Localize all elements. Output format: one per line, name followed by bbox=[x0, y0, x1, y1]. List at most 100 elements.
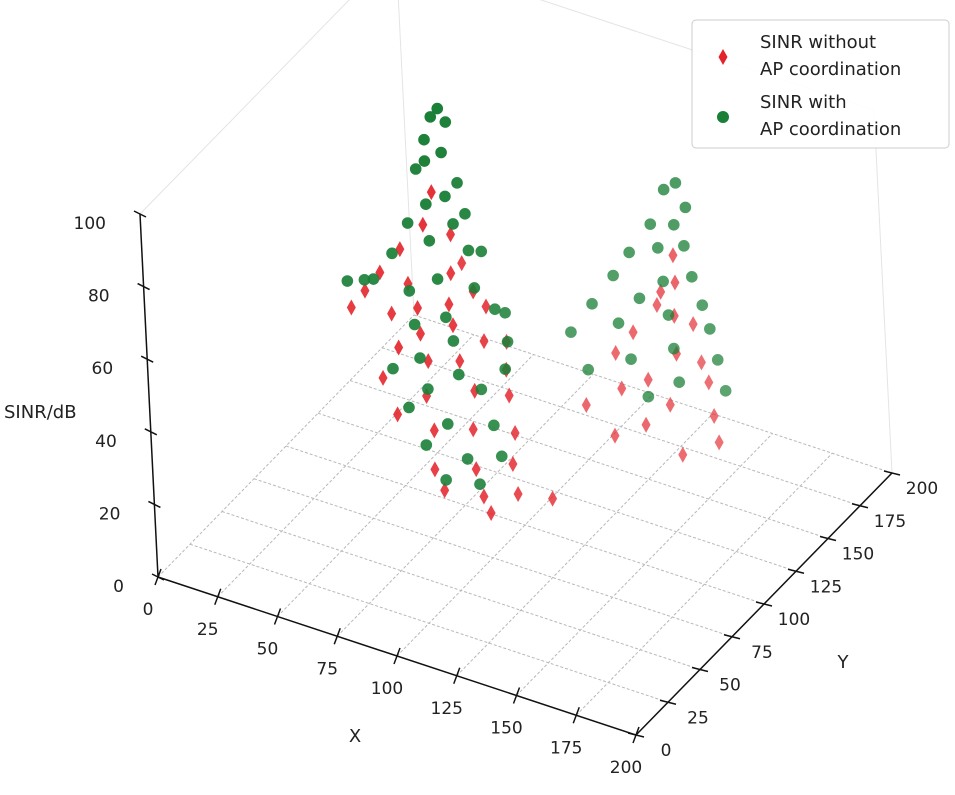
data-point-with-coordination bbox=[447, 335, 460, 347]
z-tick-label: 40 bbox=[95, 432, 117, 452]
x-tick bbox=[512, 687, 521, 704]
x-tick bbox=[214, 588, 222, 606]
data-point-without-coordination bbox=[446, 226, 456, 243]
grid-line-y bbox=[317, 412, 797, 572]
legend-label-without-line1: SINR without bbox=[760, 32, 876, 53]
data-point-with-coordination bbox=[652, 242, 664, 254]
x-tick bbox=[393, 647, 401, 665]
data-point-without-coordination bbox=[481, 298, 491, 315]
data-point-with-coordination bbox=[358, 273, 371, 286]
x-tick-label: 175 bbox=[550, 738, 582, 758]
data-point-with-coordination bbox=[686, 271, 698, 283]
y-tick bbox=[883, 470, 901, 476]
data-point-without-coordination bbox=[346, 299, 356, 316]
x-tick bbox=[453, 667, 461, 685]
data-point-with-coordination bbox=[431, 102, 444, 115]
data-point-without-coordination bbox=[508, 455, 518, 472]
z-tick bbox=[151, 573, 165, 581]
y-tick-label: 25 bbox=[687, 708, 709, 728]
y-tick bbox=[723, 634, 741, 640]
y-tick-label: 50 bbox=[719, 676, 741, 696]
data-point-without-coordination bbox=[387, 305, 397, 322]
data-point-without-coordination bbox=[696, 354, 706, 371]
pane-edge bbox=[397, 0, 415, 316]
y-tick bbox=[851, 503, 869, 509]
y-tick bbox=[819, 535, 837, 542]
z-tick-label: 0 bbox=[113, 577, 124, 597]
data-point-with-coordination bbox=[711, 354, 724, 366]
data-point-with-coordination bbox=[418, 155, 431, 167]
data-point-with-coordination bbox=[668, 342, 680, 355]
grid-line-x bbox=[575, 452, 833, 716]
x-tick bbox=[333, 627, 341, 645]
data-point-without-coordination bbox=[486, 504, 496, 521]
data-point-with-coordination bbox=[657, 275, 669, 288]
data-points bbox=[341, 102, 732, 521]
data-point-with-coordination bbox=[439, 116, 452, 128]
data-point-with-coordination bbox=[499, 307, 511, 319]
data-point-without-coordination bbox=[548, 490, 558, 507]
x-tick-label: 50 bbox=[257, 640, 279, 660]
y-tick bbox=[659, 699, 677, 705]
data-point-without-coordination bbox=[394, 339, 404, 356]
data-point-with-coordination bbox=[424, 111, 437, 123]
data-point-with-coordination bbox=[414, 352, 426, 364]
data-point-with-coordination bbox=[462, 244, 475, 257]
grid-line-y bbox=[349, 380, 829, 539]
x-tick-label: 150 bbox=[490, 719, 522, 739]
data-point-with-coordination bbox=[409, 163, 422, 175]
data-point-with-coordination bbox=[669, 177, 682, 189]
data-point-with-coordination bbox=[667, 218, 680, 231]
data-point-without-coordination bbox=[611, 345, 621, 362]
data-point-with-coordination bbox=[565, 326, 577, 338]
data-point-without-coordination bbox=[393, 406, 403, 423]
x-tick-label: 200 bbox=[610, 758, 642, 778]
x-tick bbox=[273, 608, 282, 625]
data-point-with-coordination bbox=[403, 401, 415, 414]
data-point-without-coordination bbox=[471, 461, 481, 478]
data-point-with-coordination bbox=[423, 235, 436, 247]
data-point-with-coordination bbox=[607, 269, 619, 282]
grid-line-x bbox=[516, 433, 773, 696]
grid-line-x bbox=[157, 314, 415, 578]
data-point-without-coordination bbox=[378, 369, 388, 386]
data-point-without-coordination bbox=[513, 485, 523, 502]
data-point-without-coordination bbox=[617, 380, 627, 397]
data-point-with-coordination bbox=[401, 217, 414, 229]
axis-lines bbox=[139, 213, 893, 736]
y-tick bbox=[755, 601, 773, 607]
data-point-without-coordination bbox=[704, 374, 714, 391]
pane-edge bbox=[139, 0, 350, 215]
data-point-with-coordination bbox=[623, 246, 635, 259]
data-point-with-coordination bbox=[501, 335, 514, 348]
data-point-with-coordination bbox=[387, 362, 399, 375]
data-point-with-coordination bbox=[418, 133, 430, 146]
data-point-with-coordination bbox=[447, 218, 459, 230]
data-point-with-coordination bbox=[625, 353, 637, 365]
legend-diamond-marker bbox=[718, 49, 728, 65]
data-point-without-coordination bbox=[656, 283, 666, 300]
data-point-without-coordination bbox=[641, 416, 651, 433]
data-point-without-coordination bbox=[504, 387, 514, 404]
x-axis-title: X bbox=[349, 726, 361, 747]
grid-line-y bbox=[189, 543, 669, 703]
data-point-with-coordination bbox=[719, 385, 732, 397]
data-point-without-coordination bbox=[479, 333, 489, 350]
data-point-with-coordination bbox=[459, 208, 471, 220]
z-axis-line bbox=[139, 213, 159, 578]
y-tick-label: 175 bbox=[874, 512, 906, 532]
data-point-without-coordination bbox=[688, 316, 698, 333]
data-point-with-coordination bbox=[403, 285, 416, 297]
data-point-with-coordination bbox=[452, 368, 465, 381]
y-tick-label: 200 bbox=[906, 479, 938, 499]
data-point-with-coordination bbox=[662, 309, 675, 321]
x-tick-label: 25 bbox=[197, 620, 219, 640]
data-point-with-coordination bbox=[451, 177, 463, 189]
z-tick bbox=[140, 355, 154, 363]
z-tick-label: 80 bbox=[88, 287, 110, 307]
data-point-without-coordination bbox=[670, 274, 680, 291]
x-tick-label: 0 bbox=[143, 600, 154, 620]
grid-line-y bbox=[221, 511, 701, 670]
data-point-with-coordination bbox=[408, 318, 421, 331]
